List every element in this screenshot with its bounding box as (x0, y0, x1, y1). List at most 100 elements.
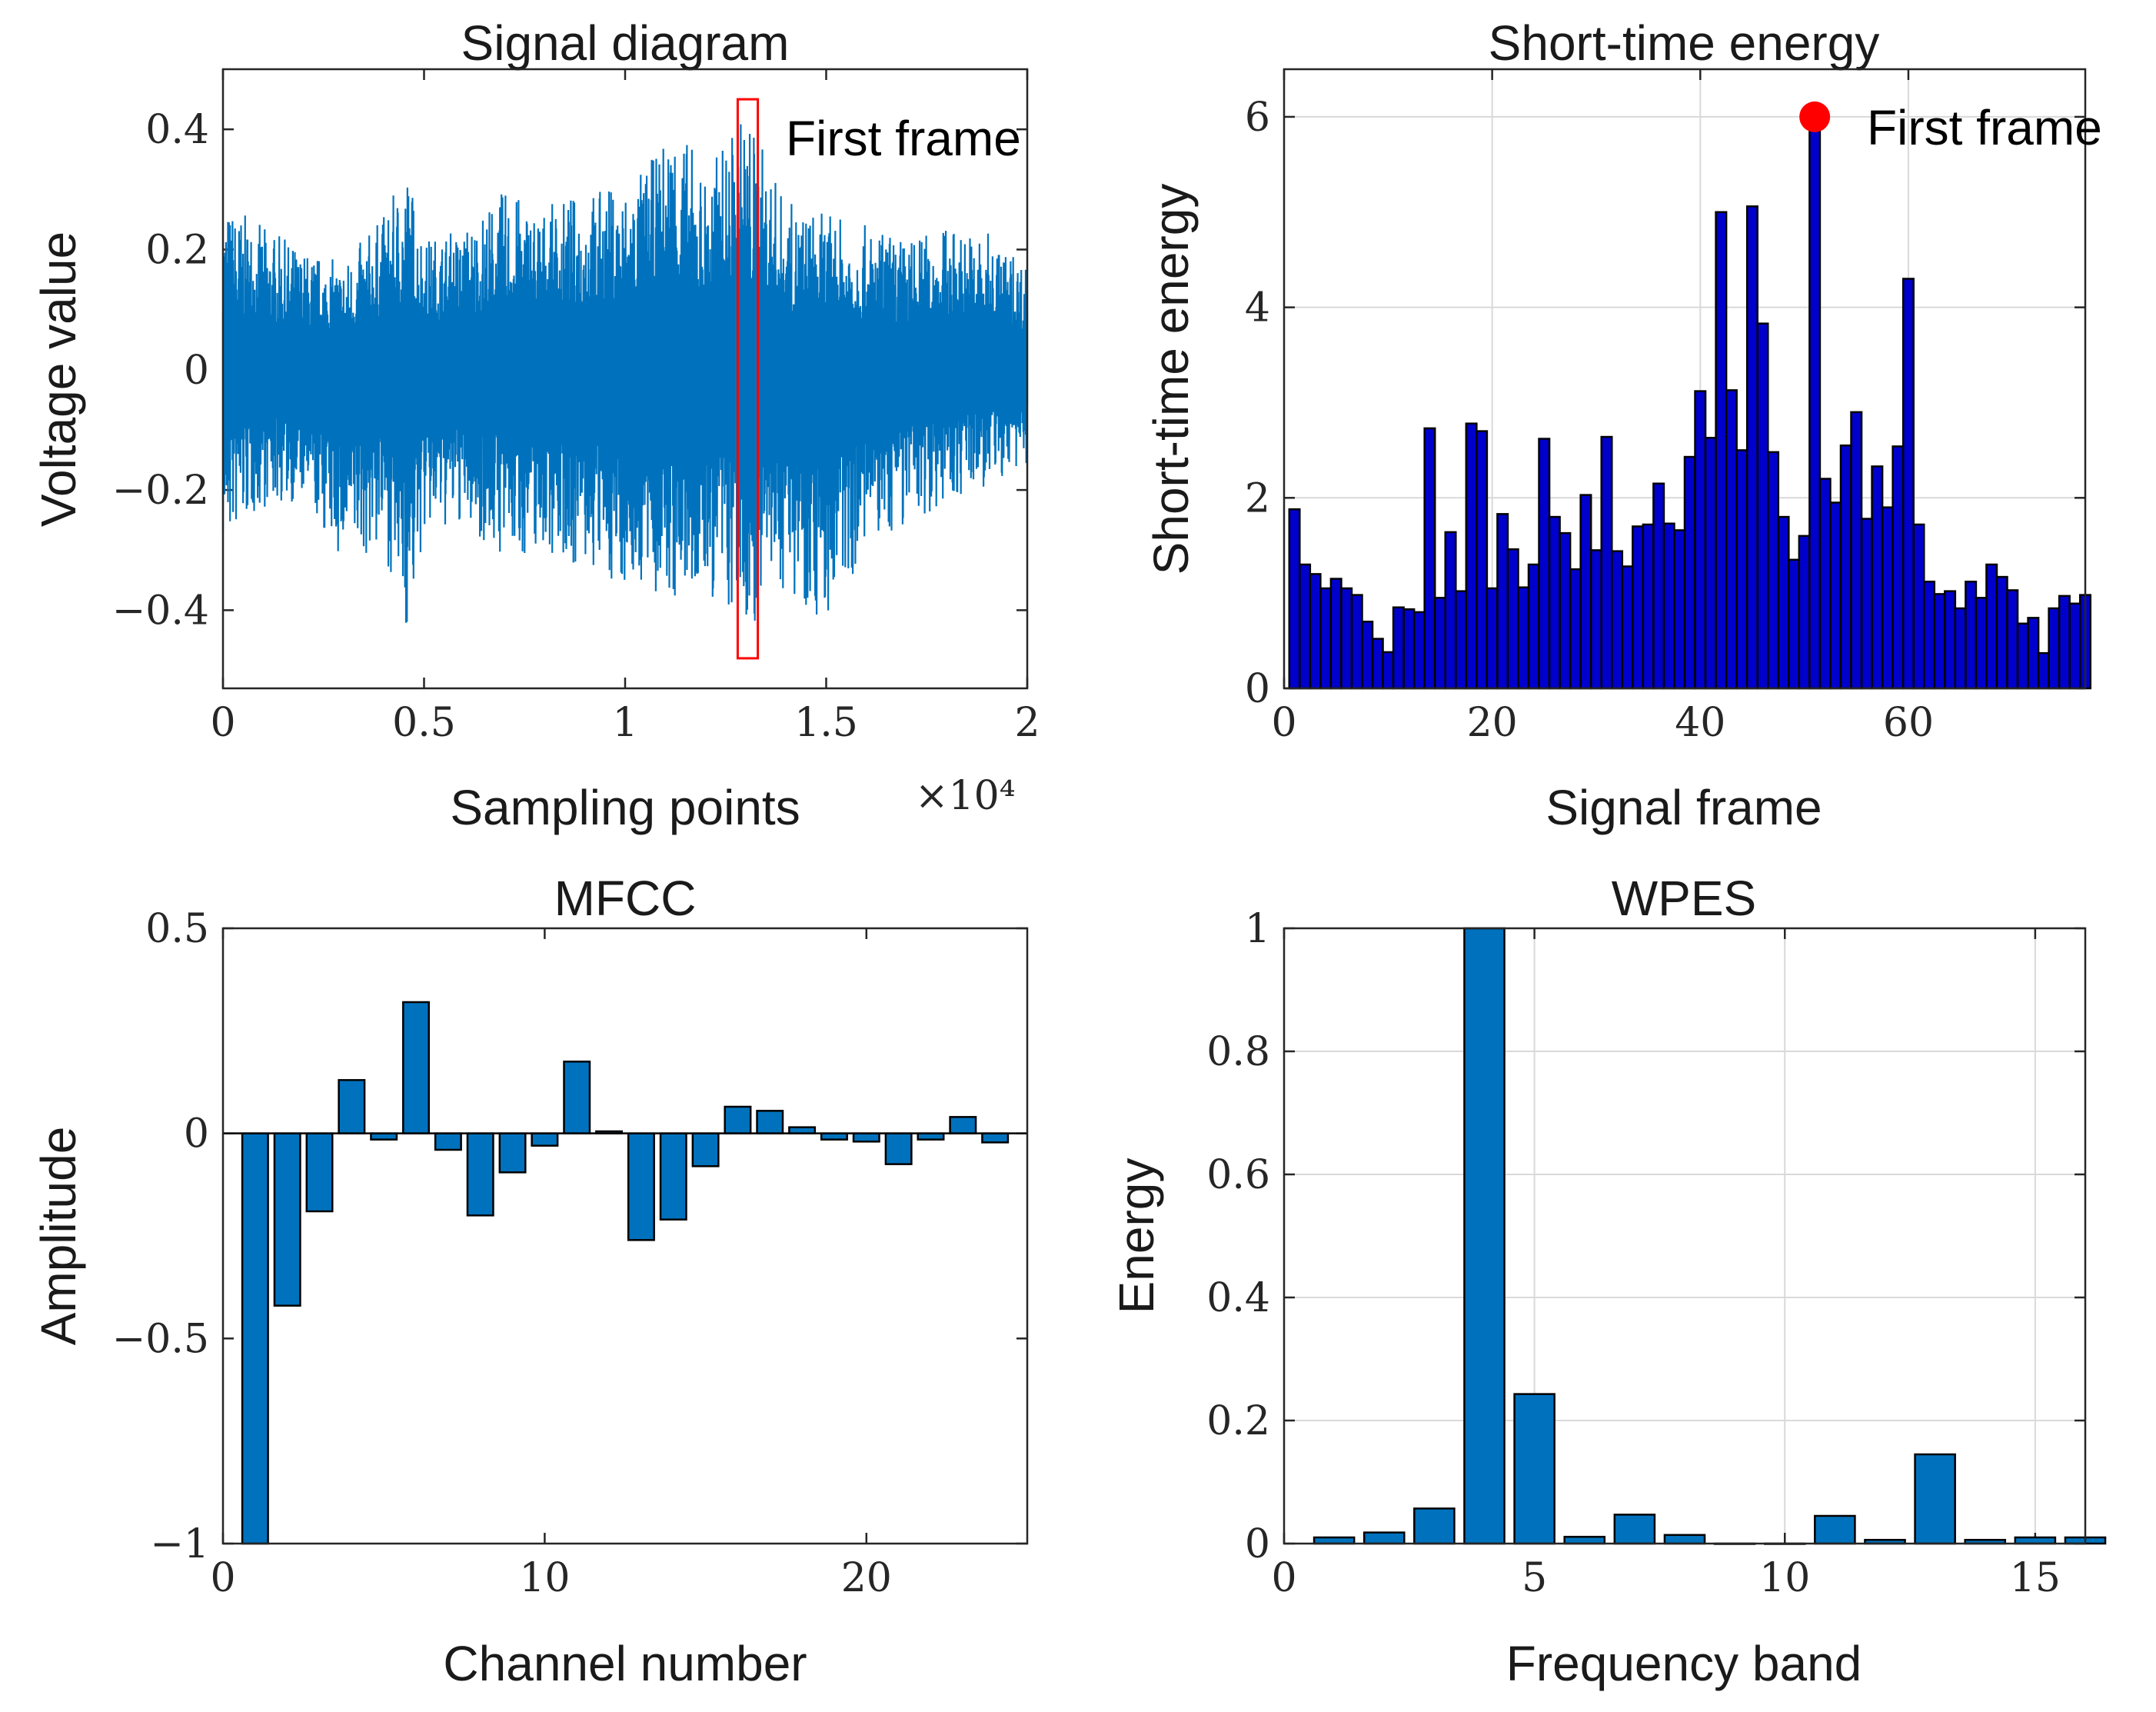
signal-y-tick-label: −0.2 (112, 468, 209, 514)
ste-bar (1486, 587, 1499, 690)
ste-bar (1517, 586, 1530, 690)
ste-bar (1715, 211, 1728, 690)
wpes-xlabel: Frequency band (1506, 1636, 1862, 1691)
signal-x-tick-label: 1.5 (794, 700, 858, 746)
ste-bar (1569, 568, 1582, 690)
ste-bar (1683, 455, 1696, 690)
wpes-ylabel: Energy (1109, 1158, 1164, 1314)
mfcc-bar (434, 1132, 462, 1151)
ste-bar (1476, 430, 1489, 690)
ste-bar (1506, 548, 1519, 690)
signal-axes-frame (221, 68, 1029, 690)
mfcc-bar (273, 1132, 301, 1307)
wpes-y-tick-label: 0.4 (1206, 1275, 1270, 1321)
ste-bar (1579, 494, 1592, 690)
ste-bar (1299, 563, 1312, 690)
mfcc-ylabel: Amplitude (31, 1127, 86, 1346)
ste-bar (1735, 449, 1748, 690)
ste-bar (1433, 597, 1447, 690)
wpes-bar (1362, 1531, 1406, 1545)
ste-bar (1392, 606, 1405, 690)
mfcc-bar (659, 1132, 687, 1221)
wpes-bar (1463, 927, 1506, 1545)
wpes-y-tick-label: 0 (1245, 1521, 1270, 1567)
mfcc-bar (627, 1132, 655, 1241)
ste-bar (1777, 515, 1790, 690)
mfcc-bar (531, 1132, 559, 1147)
ste-bar (1839, 444, 1852, 690)
ste-bar (2037, 651, 2050, 690)
short-time-energy-panel: Short-time energy 0 20 40 60 0 2 4 6 Signal fra… (1143, 15, 2102, 835)
ste-bar (1444, 531, 1457, 690)
ste-y-tick-label: 4 (1245, 285, 1270, 331)
ste-bar (1965, 581, 1978, 690)
signal-x-tick-label: 0 (210, 700, 235, 746)
ste-bar (1288, 508, 1301, 690)
ste-bar (1548, 515, 1561, 690)
signal-title: Signal diagram (461, 15, 790, 71)
ste-bar (1496, 513, 1509, 690)
signal-y-tick-label: −0.4 (112, 588, 209, 634)
signal-x-tick-label: 0.5 (392, 700, 456, 746)
wpes-title: WPES (1612, 871, 1756, 926)
mfcc-panel: MFCC 0 10 20 −1 −0.5 0 0.5 Channel number Ampl… (31, 871, 1029, 1691)
mfcc-y-tick-label: 0 (184, 1111, 209, 1157)
ste-bar (1559, 531, 1572, 690)
signal-waveform-line (221, 124, 1029, 623)
mfcc-bar (691, 1132, 720, 1167)
ste-bar (1954, 607, 1967, 690)
mfcc-bar (402, 1001, 431, 1134)
ste-bar (1319, 587, 1333, 690)
ste-bar (1465, 422, 1478, 690)
ste-first-frame-annotation: First frame (1867, 100, 2102, 155)
signal-y-tick-label: 0 (184, 348, 209, 394)
wpes-x-tick-label: 10 (1759, 1555, 1810, 1601)
signal-xlabel: Sampling points (450, 780, 800, 835)
ste-bar (1756, 322, 1769, 690)
wpes-bar (1513, 1393, 1555, 1545)
wpes-bar (1914, 1453, 1956, 1545)
signal-ylabel: Voltage value (31, 231, 86, 527)
wpes-bar (1814, 1514, 1856, 1545)
wpes-axes-frame (1283, 927, 2087, 1545)
ste-bar (1423, 427, 1436, 690)
ste-bar (1944, 590, 1957, 690)
ste-bar (1767, 451, 1780, 690)
mfcc-x-tick-label: 20 (841, 1555, 892, 1601)
ste-y-tick-label: 6 (1245, 95, 1270, 141)
mfcc-axes-frame (221, 927, 1029, 1545)
ste-ylabel: Short-time energy (1143, 184, 1199, 575)
wpes-bar (1663, 1534, 1706, 1545)
ste-bar (1798, 535, 1811, 690)
ste-bar (1673, 529, 1686, 690)
ste-bar (1361, 621, 1374, 690)
mfcc-x-tick-label: 10 (519, 1555, 570, 1601)
ste-bar (1632, 525, 1645, 690)
mfcc-x-tick-label: 0 (210, 1555, 235, 1601)
mfcc-title: MFCC (554, 871, 697, 926)
ste-bar (1589, 549, 1602, 690)
ste-bar (2016, 622, 2029, 690)
signal-x-tick-label: 1 (612, 700, 637, 746)
mfcc-bar (466, 1132, 494, 1217)
mfcc-bar (852, 1132, 880, 1143)
signal-y-tick-label: 0.4 (145, 107, 209, 153)
wpes-panel: WPES 0 5 10 15 0 0.2 0.4 0.6 0.8 1 Frequency band… (1109, 871, 2107, 1691)
mfcc-bar (338, 1079, 366, 1134)
ste-bar (1662, 522, 1675, 690)
ste-bar (1818, 478, 1832, 690)
ste-axes-frame (1283, 68, 2087, 690)
ste-bar (1309, 573, 1322, 690)
ste-bar (1340, 587, 1353, 690)
ste-bar (1412, 611, 1426, 690)
ste-bar (1611, 550, 1624, 690)
wpes-x-tick-label: 0 (1271, 1555, 1296, 1601)
ste-y-tick-label: 2 (1245, 475, 1270, 521)
ste-x-tick-label: 20 (1467, 700, 1518, 746)
ste-bar (1371, 638, 1384, 690)
ste-bar (1725, 389, 1738, 690)
ste-bar (1652, 482, 1665, 690)
wpes-y-tick-label: 1 (1245, 906, 1270, 952)
ste-bar (1901, 278, 1915, 690)
